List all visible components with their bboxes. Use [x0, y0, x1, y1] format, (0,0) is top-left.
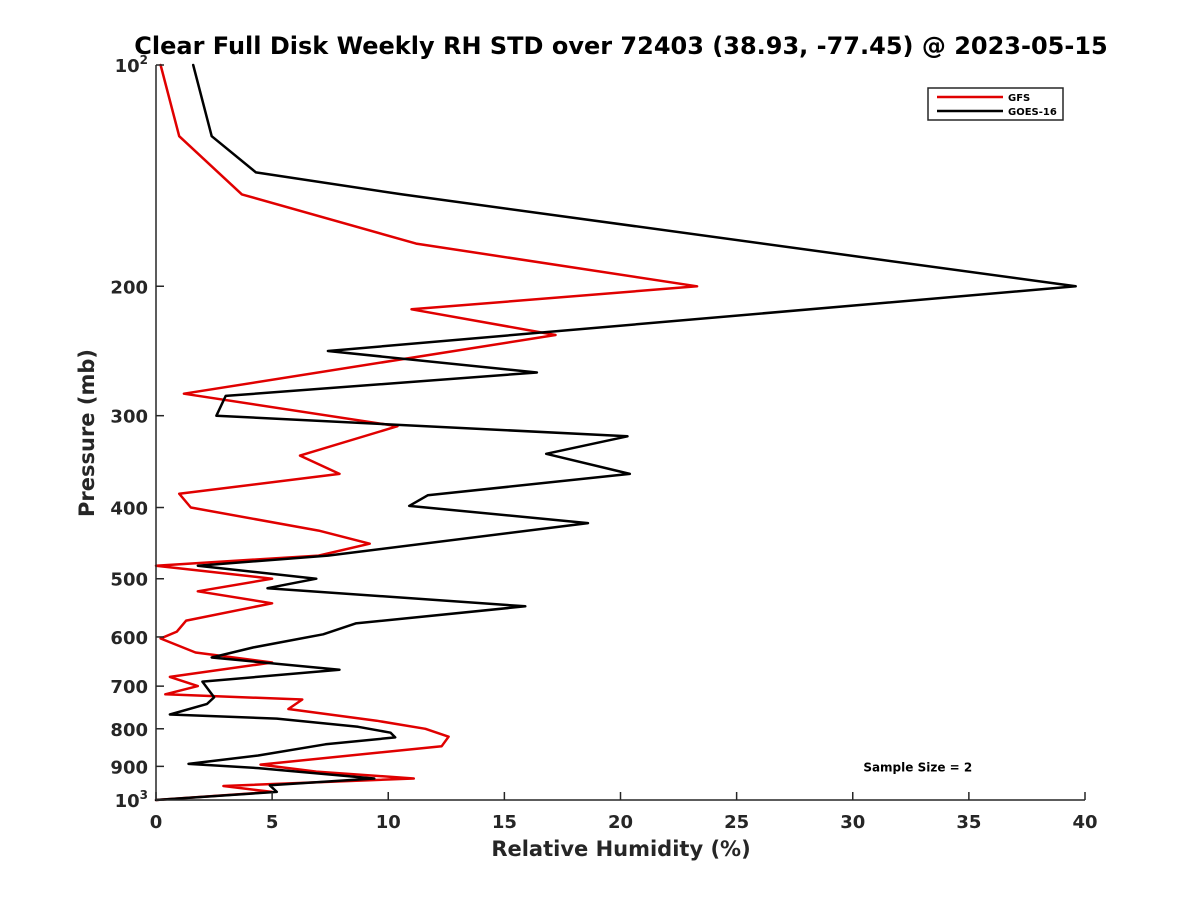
legend-box: [927, 87, 1064, 121]
y-axis-label: Pressure (mb): [75, 349, 99, 517]
legend-label: GFS: [1008, 93, 1030, 104]
y-tick-label: 800: [110, 720, 148, 741]
x-tick-label: 5: [266, 812, 279, 833]
x-tick-label: 20: [608, 812, 633, 833]
x-tick-label: 40: [1072, 812, 1097, 833]
x-tick-label: 35: [956, 812, 981, 833]
y-tick-label: 600: [110, 628, 148, 649]
y-tick-label: 700: [110, 677, 148, 698]
chart-title: Clear Full Disk Weekly RH STD over 72403…: [134, 32, 1107, 60]
x-tick-label: 30: [840, 812, 865, 833]
y-tick-label: 500: [110, 570, 148, 591]
x-tick-label: 25: [724, 812, 749, 833]
y-tick-label: 400: [110, 499, 148, 520]
x-tick-label: 0: [150, 812, 163, 833]
plot-series: [154, 63, 1077, 802]
y-tick-label: 300: [110, 407, 148, 428]
y-tick-label: 200: [110, 277, 148, 298]
sample-size-annotation: Sample Size = 2: [863, 760, 972, 774]
series-line-goes-16: [154, 63, 1077, 802]
legend: GFS GOES-16: [927, 87, 1064, 121]
legend-items: GFS GOES-16: [937, 93, 1057, 118]
legend-label: GOES-16: [1008, 107, 1057, 118]
x-tick-label: 10: [376, 812, 401, 833]
y-tick-label: 900: [110, 757, 148, 778]
x-axis-label: Relative Humidity (%): [491, 837, 750, 861]
x-tick-label: 15: [492, 812, 517, 833]
x-ticks: 0 5 10 15 20 25 30 35 40: [150, 792, 1098, 833]
series-line-gfs: [154, 63, 699, 802]
